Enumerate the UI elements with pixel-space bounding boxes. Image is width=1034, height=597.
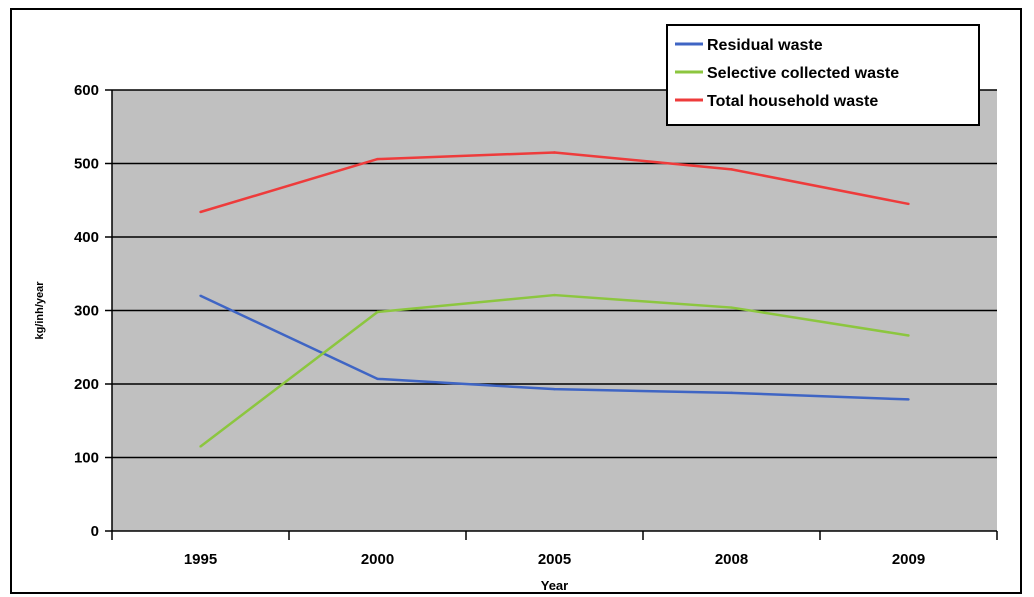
data-point-total-household-waste: [907, 202, 910, 206]
data-point-selective-collected-waste: [199, 445, 202, 448]
x-tick-label: 2008: [715, 551, 748, 568]
data-point-total-household-waste: [376, 157, 379, 161]
y-axis-title: kg/inh/year: [34, 281, 46, 340]
y-tick-label: 500: [74, 156, 99, 173]
data-point-total-household-waste: [553, 151, 556, 154]
data-point-residual-waste: [730, 391, 733, 395]
legend-label-total-household-waste: Total household waste: [707, 93, 878, 110]
data-point-selective-collected-waste: [907, 334, 910, 337]
x-axis-title: Year: [541, 578, 568, 593]
y-tick-label: 100: [74, 450, 99, 467]
data-point-residual-waste: [553, 387, 556, 391]
data-point-total-household-waste: [199, 210, 202, 214]
data-point-residual-waste: [199, 294, 202, 297]
y-tick-label: 300: [74, 303, 99, 320]
data-point-selective-collected-waste: [553, 293, 556, 297]
x-tick-label: 2009: [892, 551, 925, 568]
data-point-residual-waste: [376, 377, 379, 381]
x-tick-label: 2000: [361, 551, 394, 568]
x-tick-label: 1995: [184, 551, 217, 568]
legend-label-residual-waste: Residual waste: [707, 37, 823, 54]
y-tick-label: 0: [91, 523, 99, 540]
data-point-residual-waste: [907, 398, 910, 401]
y-tick-label: 400: [74, 229, 99, 246]
data-point-selective-collected-waste: [730, 306, 733, 309]
legend: [666, 24, 980, 126]
data-point-selective-collected-waste: [376, 310, 379, 314]
data-point-total-household-waste: [730, 168, 733, 171]
y-tick-label: 200: [74, 376, 99, 393]
legend-label-selective-collected-waste: Selective collected waste: [707, 65, 899, 82]
x-tick-label: 2005: [538, 551, 571, 568]
y-tick-label: 600: [74, 82, 99, 99]
